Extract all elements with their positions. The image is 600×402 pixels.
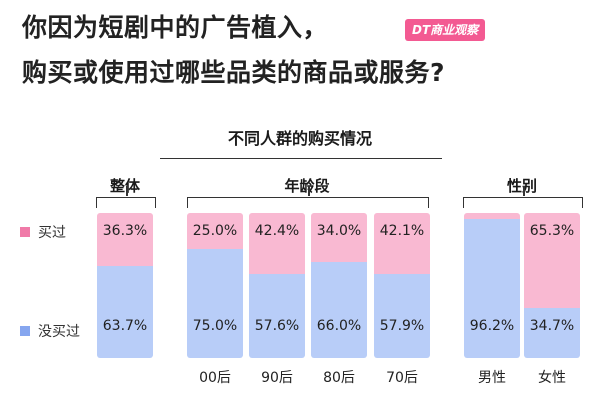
bar-00 xyxy=(187,213,243,358)
category-label-90: 90后 xyxy=(261,370,293,386)
legend-label-bought: 买过 xyxy=(38,225,66,241)
category-label-female: 女性 xyxy=(538,370,566,386)
chart-subtitle: 不同人群的购买情况 xyxy=(227,129,372,148)
data-label-not-bought: 34.7% xyxy=(529,318,575,334)
category-label-70: 70后 xyxy=(386,370,418,386)
dt-logo: DT商业观察 xyxy=(405,19,486,41)
category-label-80: 80后 xyxy=(323,370,355,386)
bar-segment-not-bought xyxy=(464,218,520,358)
bar-male xyxy=(464,213,520,358)
bar-segment-bought xyxy=(187,213,243,250)
bar-segment-bought xyxy=(249,213,305,275)
bar-overall xyxy=(97,213,153,358)
bar-segment-not-bought xyxy=(524,307,580,358)
data-label-not-bought: 57.6% xyxy=(254,318,300,334)
data-label-bought: 42.1% xyxy=(379,223,425,239)
bracket-age xyxy=(187,186,429,208)
subtitle-underline xyxy=(160,158,442,159)
data-label-bought: 42.4% xyxy=(254,223,300,239)
bar-female xyxy=(524,213,580,358)
bar-segment-not-bought xyxy=(249,274,305,358)
bar-segment-bought xyxy=(311,213,367,263)
headline-line2: 购买或使用过哪些品类的商品或服务? xyxy=(22,58,446,87)
group-label-overall: 整体 xyxy=(109,177,141,195)
legend-bought: 买过 xyxy=(20,222,66,242)
headline-line1: 你因为短剧中的广告植入， xyxy=(22,13,329,42)
data-label-bought: 65.3% xyxy=(529,223,575,239)
bracket-overall xyxy=(96,186,156,208)
legend-not-bought: 没买过 xyxy=(20,321,80,341)
bar-segment-not-bought xyxy=(311,262,367,358)
bar-segment-not-bought xyxy=(187,249,243,358)
group-label-age: 年龄段 xyxy=(284,177,330,195)
bar-segment-bought xyxy=(524,213,580,308)
category-label-male: 男性 xyxy=(478,370,506,386)
legend-swatch-bought xyxy=(20,227,30,237)
bar-segment-not-bought xyxy=(374,274,430,358)
group-label-gender: 性别 xyxy=(506,177,538,195)
data-label-bought: 36.3% xyxy=(102,223,148,239)
data-label-bought: 34.0% xyxy=(316,223,362,239)
legend-swatch-not-bought xyxy=(20,326,30,336)
bracket-gender xyxy=(463,186,583,208)
data-label-not-bought: 75.0% xyxy=(192,318,238,334)
bar-segment-bought xyxy=(374,213,430,275)
legend-label-not-bought: 没买过 xyxy=(38,324,80,340)
data-label-not-bought: 57.9% xyxy=(379,318,425,334)
bar-90 xyxy=(249,213,305,358)
bar-segment-bought xyxy=(464,213,520,219)
bar-70 xyxy=(374,213,430,358)
data-label-bought: 25.0% xyxy=(192,223,238,239)
data-label-not-bought: 66.0% xyxy=(316,318,362,334)
bar-segment-not-bought xyxy=(97,265,153,358)
category-label-00: 00后 xyxy=(199,370,231,386)
bar-80 xyxy=(311,213,367,358)
bar-segment-bought xyxy=(97,213,153,266)
data-label-not-bought: 63.7% xyxy=(102,318,148,334)
data-label-not-bought: 96.2% xyxy=(469,318,515,334)
